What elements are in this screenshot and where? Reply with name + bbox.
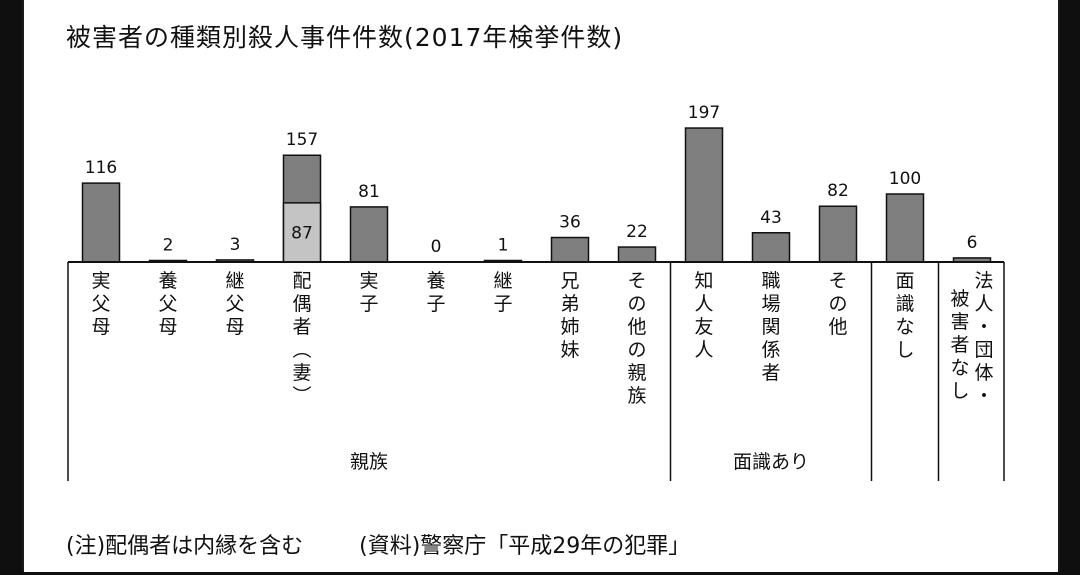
- bar-chart: 116 2 3 87 157 81 0 1 36 22 197 43 82 100 6 親族 面識あり 実父母 養父…: [67, 103, 1005, 481]
- value-label-9: 197: [688, 103, 720, 123]
- bar-inner-label-3: 87: [291, 223, 313, 243]
- bar-12: [885, 193, 925, 263]
- category-label-13-a: 法人・団体・: [974, 270, 993, 407]
- value-label-0: 116: [85, 158, 117, 178]
- category-label-12: 面識なし: [895, 270, 914, 361]
- bar-8: [617, 246, 657, 263]
- bar-10: [751, 232, 791, 263]
- value-label-7: 36: [559, 213, 581, 233]
- bar-11: [818, 205, 858, 263]
- bar-0: [81, 182, 121, 263]
- footnote: (注)配偶者は内縁を含む (資料)警察庁「平成29年の犯罪」: [66, 528, 690, 560]
- category-label-8: その他の親族: [627, 270, 646, 407]
- value-label-1: 2: [163, 236, 174, 256]
- value-label-4: 81: [358, 182, 380, 202]
- value-label-2: 3: [230, 235, 241, 255]
- chart-title: 被害者の種類別殺人事件件数(2017年検挙件数): [66, 23, 624, 52]
- category-label-9: 知人友人: [694, 270, 713, 361]
- category-label-11: その他: [828, 270, 847, 338]
- value-label-11: 82: [827, 181, 849, 201]
- bar-9: [684, 127, 724, 263]
- value-label-8: 22: [626, 222, 648, 242]
- category-label-4: 実子: [359, 270, 378, 315]
- category-label-0: 実父母: [91, 270, 110, 338]
- value-label-5: 0: [431, 237, 442, 257]
- category-label-6: 継子: [493, 270, 512, 315]
- footnote-note: (注)配偶者は内縁を含む: [66, 534, 304, 559]
- footnote-source: (資料)警察庁「平成29年の犯罪」: [359, 534, 691, 559]
- bar-4: [349, 206, 389, 263]
- category-label-1: 養父母: [158, 270, 177, 338]
- category-label-5: 養子: [426, 270, 445, 315]
- value-label-10: 43: [760, 208, 782, 228]
- value-label-12: 100: [889, 169, 921, 189]
- value-label-13: 6: [967, 233, 978, 253]
- category-label-13-b: 被害者なし: [950, 288, 969, 402]
- category-label-7: 兄弟姉妹: [560, 270, 579, 361]
- group-label-1: 面識あり: [733, 451, 809, 473]
- group-label-0: 親族: [350, 451, 388, 473]
- category-label-2: 継父母: [225, 270, 244, 338]
- value-label-6: 1: [498, 236, 509, 256]
- category-label-3: 配偶者︵妻︶: [292, 270, 311, 407]
- category-label-10: 職場関係者: [761, 270, 780, 384]
- chart-frame: 被害者の種類別殺人事件件数(2017年検挙件数) 116 2 3 87 157 81 0 1 3…: [22, 0, 1060, 572]
- bar-inner-3: [282, 202, 322, 263]
- value-label-3: 157: [286, 130, 318, 150]
- bar-7: [550, 236, 590, 263]
